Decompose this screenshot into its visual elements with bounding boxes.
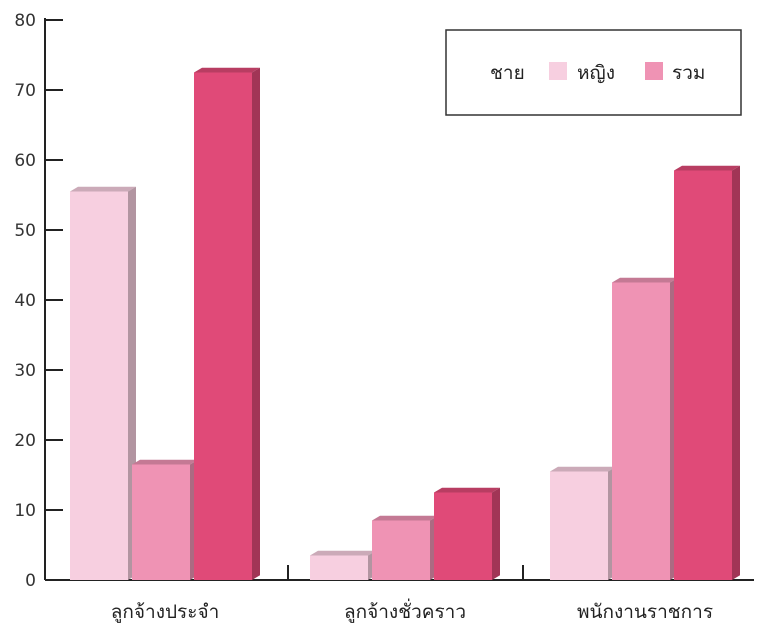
bar-side	[492, 487, 500, 580]
bar-top	[132, 459, 198, 465]
category-labels: ลูกจ้างประจำ ลูกจ้างชั่วคราว พนักงานราชการ	[111, 598, 713, 623]
y-ticks: 0 10 20 30 40 50 60 70 80	[14, 11, 63, 591]
legend: ชาย หญิง รวม	[445, 29, 742, 116]
category-label: ลูกจ้างประจำ	[111, 601, 220, 623]
bar-top	[310, 550, 376, 556]
bar-top	[550, 466, 616, 472]
bar-top	[70, 186, 136, 192]
y-tick-label: 30	[14, 361, 36, 381]
y-tick-label: 70	[14, 81, 36, 101]
bar	[194, 67, 260, 580]
y-tick-label: 40	[14, 291, 36, 311]
bar-top	[674, 165, 740, 171]
bar	[70, 186, 136, 580]
y-tick-label: 50	[14, 221, 36, 241]
category-label: ลูกจ้างชั่วคราว	[344, 598, 466, 623]
legend-swatch	[549, 62, 567, 80]
y-tick-label: 60	[14, 151, 36, 171]
bar-front	[372, 520, 430, 580]
bar-side	[732, 165, 740, 580]
bar-front	[70, 191, 128, 580]
bar-front	[674, 170, 732, 580]
y-tick-label: 20	[14, 431, 36, 451]
bar	[612, 277, 678, 580]
bar-top	[434, 487, 500, 493]
legend-box	[445, 29, 742, 116]
legend-item: รวม	[672, 62, 705, 84]
bar-front	[132, 464, 190, 580]
legend-item: ชาย	[490, 62, 567, 84]
y-tick-label: 10	[14, 501, 36, 521]
bar-side	[252, 67, 260, 580]
bar	[132, 459, 198, 580]
bar	[372, 515, 438, 580]
y-tick-label: 0	[25, 571, 36, 591]
bars	[70, 67, 740, 580]
y-tick-label: 80	[14, 11, 36, 31]
bar-top	[612, 277, 678, 283]
bar	[434, 487, 500, 580]
bar	[310, 550, 376, 580]
bar	[550, 466, 616, 580]
bar-front	[550, 471, 608, 580]
bar-front	[434, 492, 492, 580]
legend-item: หญิง	[577, 62, 663, 84]
legend-label: รวม	[672, 62, 705, 84]
bar-front	[194, 72, 252, 580]
bar-top	[194, 67, 260, 73]
bar-front	[612, 282, 670, 580]
bar	[674, 165, 740, 580]
bar-front	[310, 555, 368, 580]
legend-label: หญิง	[577, 62, 615, 84]
category-label: พนักงานราชการ	[577, 601, 713, 623]
legend-label: ชาย	[490, 62, 525, 84]
legend-swatch	[645, 62, 663, 80]
bar-top	[372, 515, 438, 521]
